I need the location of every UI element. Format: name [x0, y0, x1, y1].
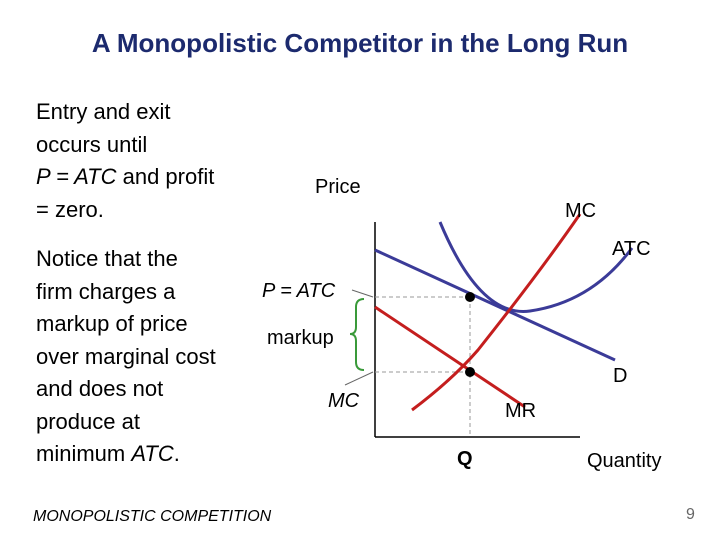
italic-text: ATC: [131, 441, 174, 466]
axis-label: Quantity: [587, 450, 661, 472]
paragraph: Entry and exit occurs until P = ATC and …: [36, 96, 214, 226]
quantity-label: Q: [457, 448, 473, 470]
mc-level-label: MC: [328, 390, 360, 412]
text: .: [173, 441, 180, 466]
leader-line: [344, 371, 374, 386]
curve-label: ATC: [612, 238, 651, 260]
slide-title: A Monopolistic Competitor in the Long Ru…: [91, 28, 629, 58]
text-line: firm charges a: [36, 278, 176, 304]
mc-curve: [411, 213, 582, 412]
markup-brace: [349, 298, 365, 371]
leader-line: [351, 289, 374, 298]
text: minimum: [36, 441, 126, 466]
footer: MONOPOLISTIC COMPETITION: [33, 508, 272, 525]
mr-curve: [374, 305, 526, 409]
text-line: produce at: [36, 408, 140, 434]
text-line: markup of price: [36, 311, 188, 336]
curve-label: D: [613, 365, 627, 387]
point: [465, 292, 475, 302]
text-line: and does not: [36, 376, 164, 401]
page-number: 9: [686, 506, 695, 523]
text: and profit: [122, 164, 215, 189]
atc-curve: [438, 221, 634, 313]
axis-label: Price: [315, 176, 361, 198]
text-line: occurs until: [36, 131, 148, 157]
text-line: = zero.: [36, 196, 104, 222]
text-line: Entry and exit: [36, 99, 171, 124]
paragraph: Notice that the firm charges a markup of…: [36, 243, 216, 471]
markup-label: markup: [267, 327, 334, 349]
price-label: P = ATC: [262, 280, 336, 302]
text-line: Notice that the: [36, 246, 178, 271]
text-line: minimum ATC.: [36, 438, 216, 471]
demand-curve: [374, 248, 616, 362]
curve-label: MC: [565, 200, 596, 222]
curve-label: MR: [505, 400, 536, 422]
text-line: P = ATC and profit: [36, 161, 214, 194]
italic-text: P = ATC: [36, 164, 117, 189]
point: [465, 367, 475, 377]
text-line: over marginal cost: [36, 343, 216, 369]
